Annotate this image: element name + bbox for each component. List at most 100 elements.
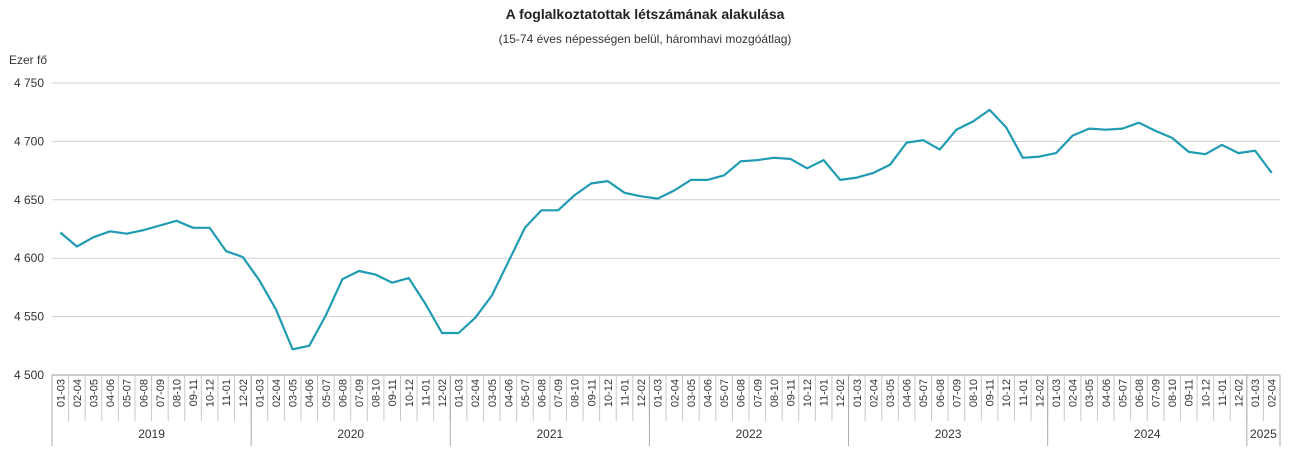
x-tick-label: 11-01 — [420, 379, 432, 406]
data-point — [424, 303, 426, 305]
data-point — [1121, 127, 1123, 129]
x-tick-label: 01-03 — [454, 379, 466, 407]
x-tick-label: 11-01 — [819, 379, 831, 406]
data-point — [325, 314, 327, 316]
x-tick-label: 05-07 — [719, 379, 731, 407]
year-label: 2020 — [337, 427, 364, 441]
x-tick-label: 05-07 — [1117, 379, 1129, 407]
x-tick-label: 08-10 — [171, 379, 183, 407]
data-point — [507, 261, 509, 263]
x-tick-label: 09-11 — [188, 379, 200, 406]
x-tick-label: 06-08 — [537, 379, 549, 407]
x-tick-label: 04-06 — [1101, 379, 1113, 407]
x-tick-label: 09-11 — [1184, 379, 1196, 406]
data-point — [756, 159, 758, 161]
data-point — [109, 230, 111, 232]
x-tick-label: 07-09 — [1151, 379, 1163, 407]
x-tick-label: 12-02 — [437, 379, 449, 407]
data-point — [540, 209, 542, 211]
x-tick-label: 04-06 — [902, 379, 914, 407]
x-tick-label: 04-06 — [304, 379, 316, 407]
data-point — [125, 232, 127, 234]
data-point — [59, 231, 61, 233]
x-tick-label: 04-06 — [105, 379, 117, 407]
data-point — [872, 172, 874, 174]
y-tick-label: 4 750 — [14, 76, 44, 90]
x-tick-label: 11-01 — [620, 379, 632, 406]
data-point — [789, 158, 791, 160]
data-point — [574, 194, 576, 196]
x-tick-label: 08-10 — [1167, 379, 1179, 407]
x-tick-label: 08-10 — [769, 379, 781, 407]
data-point — [275, 308, 277, 310]
data-point — [374, 273, 376, 275]
data-point — [922, 139, 924, 141]
data-point — [1138, 122, 1140, 124]
y-tick-label: 4 500 — [14, 368, 44, 382]
year-label: 2021 — [536, 427, 563, 441]
year-label: 2019 — [138, 427, 165, 441]
data-point — [988, 109, 990, 111]
x-tick-label: 03-05 — [88, 379, 100, 407]
x-tick-label: 10-12 — [205, 379, 217, 407]
data-point — [1088, 127, 1090, 129]
data-point — [1071, 134, 1073, 136]
x-tick-label: 07-09 — [951, 379, 963, 407]
data-point — [939, 148, 941, 150]
x-tick-label: 10-12 — [1001, 379, 1013, 407]
data-point — [258, 279, 260, 281]
data-point — [607, 180, 609, 182]
data-point — [822, 159, 824, 161]
x-tick-label: 03-05 — [288, 379, 300, 407]
data-point — [557, 209, 559, 211]
data-point — [225, 250, 227, 252]
data-point — [242, 256, 244, 258]
data-point — [889, 164, 891, 166]
data-point — [623, 192, 625, 194]
x-tick-label: 06-08 — [736, 379, 748, 407]
x-tick-label: 02-04 — [271, 379, 283, 407]
data-point — [76, 245, 78, 247]
x-tick-label: 04-06 — [503, 379, 515, 407]
data-point — [1105, 129, 1107, 131]
data-point — [856, 176, 858, 178]
data-point — [1271, 172, 1273, 174]
x-tick-label: 02-04 — [72, 379, 84, 407]
data-point — [291, 348, 293, 350]
y-tick-label: 4 550 — [14, 310, 44, 324]
x-tick-label: 09-11 — [387, 379, 399, 406]
y-axis-label: Ezer fő — [9, 53, 48, 67]
data-point — [673, 189, 675, 191]
data-point — [839, 179, 841, 181]
x-tick-label: 10-12 — [603, 379, 615, 407]
data-point — [457, 332, 459, 334]
data-point — [640, 195, 642, 197]
x-tick-label: 05-07 — [321, 379, 333, 407]
data-point — [491, 294, 493, 296]
x-tick-label: 09-11 — [586, 379, 598, 406]
x-tick-label: 05-07 — [520, 379, 532, 407]
data-point — [1237, 152, 1239, 154]
data-point — [955, 129, 957, 131]
data-point — [1204, 153, 1206, 155]
x-tick-label: 12-02 — [238, 379, 250, 407]
x-tick-label: 03-05 — [1084, 379, 1096, 407]
x-tick-label: 06-08 — [337, 379, 349, 407]
data-point — [590, 182, 592, 184]
data-point — [1055, 152, 1057, 154]
data-point — [657, 197, 659, 199]
series-line — [59, 108, 1273, 351]
x-tick-label: 02-04 — [1068, 379, 1080, 407]
x-tick-label: 08-10 — [968, 379, 980, 407]
x-tick-label: 08-10 — [570, 379, 582, 407]
x-tick-label: 12-02 — [636, 379, 648, 407]
data-point — [142, 229, 144, 231]
data-point — [806, 167, 808, 169]
data-point — [1171, 137, 1173, 139]
y-tick-label: 4 650 — [14, 193, 44, 207]
year-label: 2023 — [935, 427, 962, 441]
data-point — [739, 160, 741, 162]
data-point — [441, 332, 443, 334]
x-tick-label: 11-01 — [221, 379, 233, 406]
